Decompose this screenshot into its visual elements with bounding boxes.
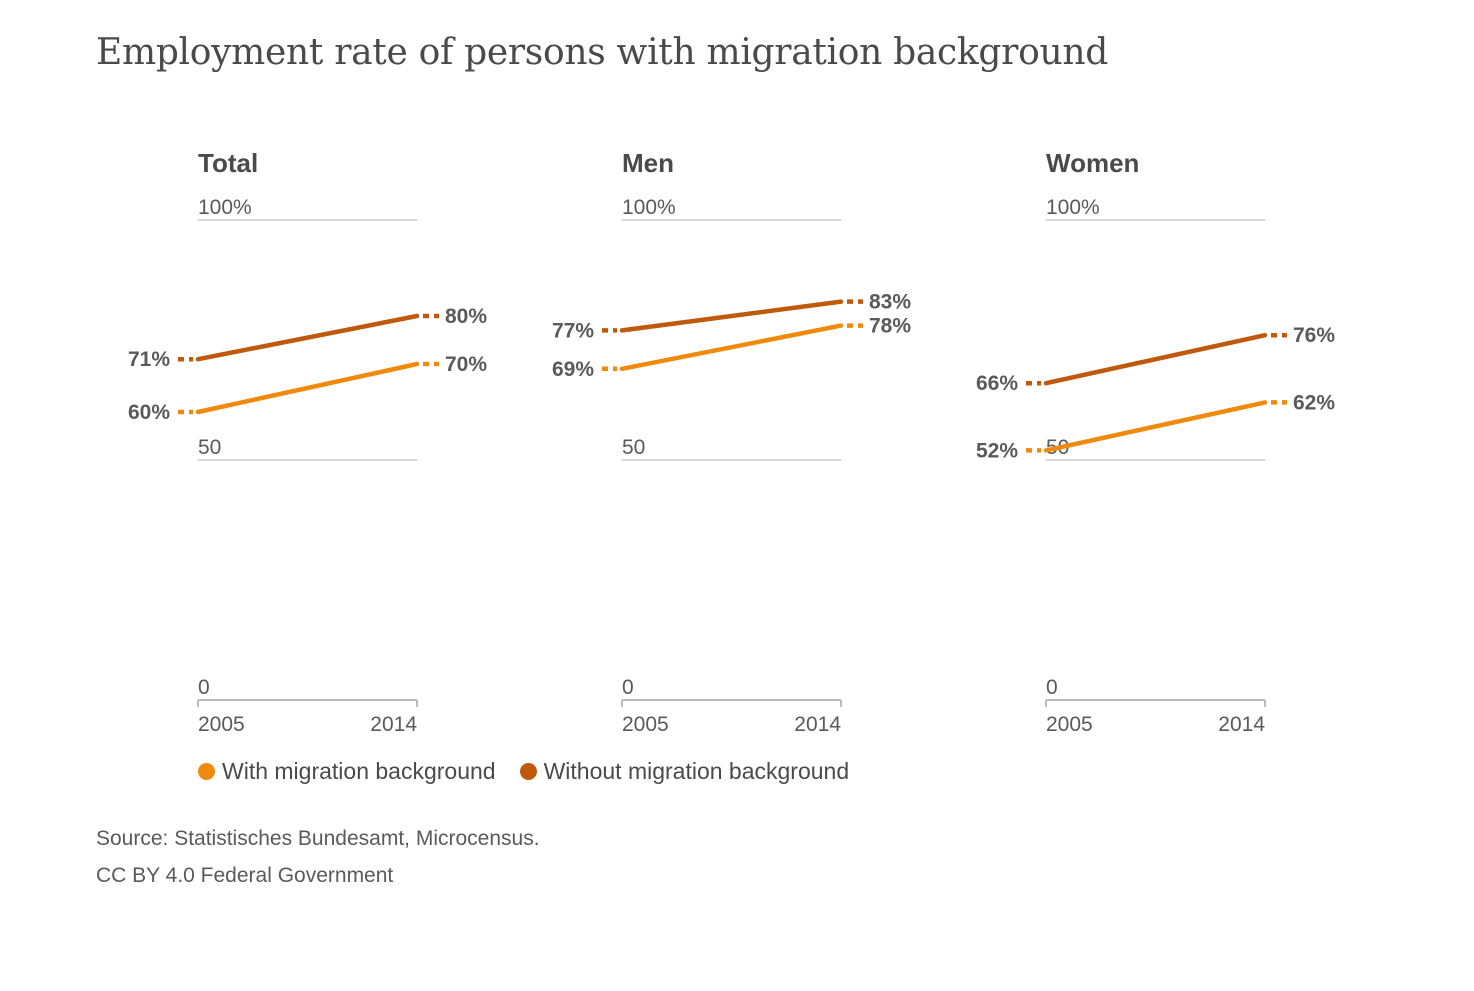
value-label-men-without-migration-start: 77% xyxy=(552,319,594,342)
y-tick-label-total-1: 50 xyxy=(198,436,221,459)
value-label-women-with-migration-start: 52% xyxy=(976,439,1018,462)
x-tick-label-women-end: 2014 xyxy=(1218,713,1265,736)
license-text: CC BY 4.0 Federal Government xyxy=(96,864,394,887)
legend-label-without-migration: Without migration background xyxy=(543,758,850,784)
value-label-men-with-migration-start: 69% xyxy=(552,358,594,381)
series-line-total-with-migration xyxy=(195,361,420,415)
legend: With migration background Without migrat… xyxy=(198,758,873,785)
series-line-women-without-migration xyxy=(1043,332,1268,386)
value-label-women-with-migration-end: 62% xyxy=(1293,391,1335,414)
panel-title-men: Men xyxy=(622,148,674,178)
y-tick-label-men-0: 100% xyxy=(622,196,676,219)
legend-item-with-migration: With migration background xyxy=(198,758,496,785)
series-line-men-with-migration xyxy=(619,323,844,372)
value-label-women-without-migration-end: 76% xyxy=(1293,324,1335,347)
panel-title-women: Women xyxy=(1046,148,1139,178)
source-note: Source: Statistisches Bundesamt, Microce… xyxy=(96,820,540,894)
x-tick-label-men-start: 2005 xyxy=(622,713,669,736)
y-tick-label-total-2: 0 xyxy=(198,676,210,699)
series-line-men-without-migration xyxy=(619,299,844,333)
legend-dot-with-migration xyxy=(198,763,215,780)
legend-label-with-migration: With migration background xyxy=(222,758,496,784)
legend-item-without-migration: Without migration background xyxy=(519,758,850,785)
y-tick-label-men-1: 50 xyxy=(622,436,645,459)
chart-title: Employment rate of persons with migratio… xyxy=(96,32,1108,73)
value-label-men-without-migration-end: 83% xyxy=(869,291,911,314)
x-tick-label-women-start: 2005 xyxy=(1046,713,1093,736)
x-tick-label-total-end: 2014 xyxy=(370,713,417,736)
value-label-total-without-migration-start: 71% xyxy=(128,348,170,371)
series-line-women-with-migration xyxy=(1043,400,1268,453)
value-label-women-without-migration-start: 66% xyxy=(976,372,1018,395)
y-tick-label-women-2: 0 xyxy=(1046,676,1058,699)
x-tick-label-men-end: 2014 xyxy=(794,713,841,736)
panel-title-total: Total xyxy=(198,148,258,178)
y-tick-label-total-0: 100% xyxy=(198,196,252,219)
value-label-total-with-migration-end: 70% xyxy=(445,353,487,376)
y-tick-label-men-2: 0 xyxy=(622,676,634,699)
value-label-men-with-migration-end: 78% xyxy=(869,315,911,338)
series-line-total-without-migration xyxy=(195,313,420,362)
legend-dot-without-migration xyxy=(519,763,537,780)
source-text: Source: Statistisches Bundesamt, Microce… xyxy=(96,827,540,850)
y-tick-label-women-0: 100% xyxy=(1046,196,1100,219)
value-label-total-with-migration-start: 60% xyxy=(128,401,170,424)
value-label-total-without-migration-end: 80% xyxy=(445,305,487,328)
x-tick-label-total-start: 2005 xyxy=(198,713,245,736)
